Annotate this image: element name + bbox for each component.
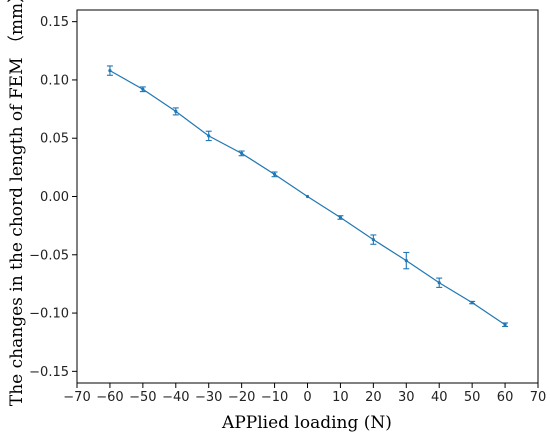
x-tick-label: −60 [96,390,123,405]
y-tick-label: −0.15 [29,365,69,380]
data-point [503,323,507,327]
y-tick-label: 0.05 [40,132,69,147]
data-point [305,194,310,199]
x-axis-title: APPlied loading (N) [221,413,392,433]
data-point [174,109,178,114]
x-tick-label: 0 [303,390,311,405]
x-tick-label: 20 [365,390,382,405]
x-tick-label: 50 [464,390,481,405]
y-tick-label: 0.15 [40,15,69,30]
x-tick-label: 30 [398,390,415,405]
data-point [437,281,441,285]
y-tick-label: 0.10 [40,73,69,88]
x-tick-label: −70 [63,390,90,405]
y-axis-title: The changes in the chord length of FEM （… [7,0,27,406]
data-point [207,134,211,138]
data-point [272,172,277,176]
x-tick-label: −40 [162,390,189,405]
x-tick-label: −30 [195,390,222,405]
y-tick-label: 0.00 [40,190,69,205]
y-tick-label: −0.05 [29,248,69,263]
data-point [108,69,112,73]
x-tick-label: −50 [129,390,156,405]
data-point [371,238,375,242]
x-tick-label: −10 [261,390,288,405]
data-point [141,87,145,91]
plot-area [106,65,509,328]
x-tick-label: −20 [228,390,255,405]
y-tick-label: −0.10 [29,307,69,322]
x-axis: −70 −60 −50 −40 −30 −20 −10 0 10 20 30 40 50 60 70 [63,383,546,405]
data-point [240,151,244,155]
data-point [338,215,343,220]
data-point [404,259,408,263]
y-axis: −0.15 −0.10 −0.05 0.00 0.05 0.10 0.15 [29,15,77,380]
x-tick-label: 10 [332,390,349,405]
x-tick-label: 60 [497,390,514,405]
x-tick-label: 40 [431,390,448,405]
x-tick-label: 70 [530,390,547,405]
data-point [470,300,474,305]
